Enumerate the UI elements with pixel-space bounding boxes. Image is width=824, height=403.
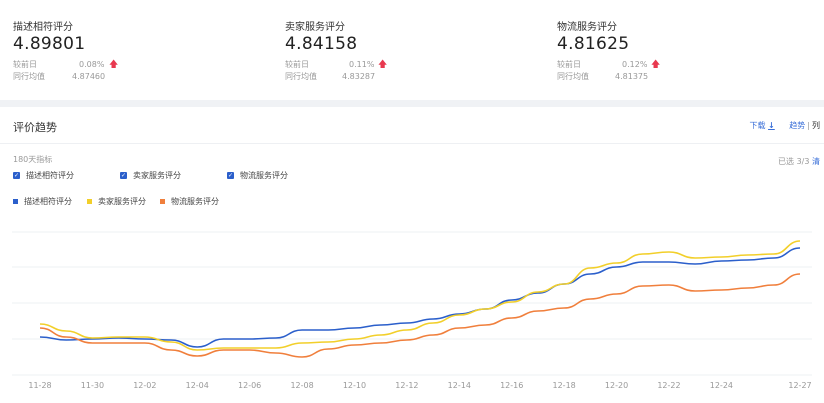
- avg-label: 同行均值: [557, 72, 589, 81]
- selected-text: 已选 3/3: [778, 157, 810, 166]
- metrics-panel: 描述相符评分 4.89801 较前日 0.08% 🡅 同行均值 4.87460 卖家服…: [0, 0, 824, 100]
- trend-line-chart[interactable]: 11-28 11-30 12-02 12-04 12-06 12-08 12-10 12-12…: [0, 120, 824, 403]
- trend-panel: 评价趋势 下载 ↓ 趋势 | 列 180天指标 已选 3/3 清 ✓ 描述相符评分 ✓…: [0, 107, 824, 403]
- series-line: [39, 240, 801, 351]
- compare-value: 0.12%: [622, 60, 648, 69]
- trend-header: 评价趋势 下载 ↓ 趋势 | 列: [0, 107, 824, 144]
- series-line: [39, 273, 801, 358]
- download-button[interactable]: 下载 ↓: [750, 120, 775, 131]
- metric-seller-service: 卖家服务评分 4.84158 较前日 0.11% 🡅 同行均值 4.83287: [285, 18, 435, 83]
- x-tick-label: 11-30: [81, 381, 104, 390]
- compare-value: 0.08%: [79, 60, 105, 69]
- x-tick-label: 12-06: [238, 381, 261, 390]
- view-list-toggle[interactable]: 列: [812, 121, 820, 130]
- clear-button[interactable]: 清: [812, 157, 820, 166]
- x-tick-label: 12-16: [500, 381, 523, 390]
- series-line: [39, 247, 801, 348]
- legend-label: 描述相符评分: [24, 197, 72, 206]
- legend-swatch-icon: [87, 199, 92, 204]
- legend-label: 卖家服务评分: [98, 197, 146, 206]
- x-tick-label: 12-08: [290, 381, 313, 390]
- compare-label: 较前日: [285, 60, 309, 69]
- checkbox-label: 物流服务评分: [240, 171, 288, 180]
- range-label: 180天指标: [13, 155, 53, 164]
- metric-logistics: 物流服务评分 4.81625 较前日 0.12% 🡅 同行均值 4.81375: [557, 18, 707, 83]
- legend-swatch-icon: [160, 199, 165, 204]
- metric-title: 物流服务评分: [557, 22, 617, 33]
- section-title: 评价趋势: [13, 121, 57, 134]
- metric-title: 描述相符评分: [13, 22, 73, 33]
- download-icon: ↓: [768, 121, 775, 130]
- x-tick-label: 11-28: [28, 381, 51, 390]
- x-tick-label: 12-18: [553, 381, 576, 390]
- legend-item-description[interactable]: 描述相符评分: [13, 196, 72, 207]
- avg-value: 4.81375: [615, 72, 649, 81]
- x-tick-label: 12-04: [186, 381, 209, 390]
- metric-value: 4.84158: [285, 34, 358, 54]
- legend-label: 物流服务评分: [171, 197, 219, 206]
- x-tick-label: 12-22: [657, 381, 680, 390]
- compare-label: 较前日: [557, 60, 581, 69]
- checkbox-label: 卖家服务评分: [133, 171, 181, 180]
- view-separator: |: [807, 121, 810, 130]
- checkbox-seller-service[interactable]: ✓ 卖家服务评分: [120, 170, 181, 181]
- checkbox-checked-icon: ✓: [13, 172, 20, 179]
- x-tick-label: 12-12: [395, 381, 418, 390]
- avg-value: 4.87460: [72, 72, 106, 81]
- avg-label: 同行均值: [13, 72, 45, 81]
- x-tick-label: 12-02: [133, 381, 156, 390]
- x-tick-label: 12-27: [788, 381, 811, 390]
- selected-count: 已选 3/3 清: [778, 156, 820, 167]
- checkbox-checked-icon: ✓: [227, 172, 234, 179]
- compare-value: 0.11%: [349, 60, 375, 69]
- avg-value: 4.83287: [342, 72, 376, 81]
- arrow-up-icon: 🡅: [651, 60, 661, 70]
- checkbox-label: 描述相符评分: [26, 171, 74, 180]
- arrow-up-icon: 🡅: [378, 60, 388, 70]
- legend-item-seller-service[interactable]: 卖家服务评分: [87, 196, 146, 207]
- x-tick-label: 12-24: [710, 381, 733, 390]
- metric-value: 4.89801: [13, 34, 86, 54]
- metric-title: 卖家服务评分: [285, 22, 345, 33]
- checkbox-description[interactable]: ✓ 描述相符评分: [13, 170, 74, 181]
- checkbox-checked-icon: ✓: [120, 172, 127, 179]
- compare-label: 较前日: [13, 60, 37, 69]
- metric-value: 4.81625: [557, 34, 630, 54]
- view-trend-toggle[interactable]: 趋势: [789, 121, 806, 130]
- legend-swatch-icon: [13, 199, 18, 204]
- x-tick-label: 12-14: [448, 381, 471, 390]
- avg-label: 同行均值: [285, 72, 317, 81]
- x-tick-label: 12-20: [605, 381, 628, 390]
- x-tick-label: 12-10: [343, 381, 366, 390]
- metric-description: 描述相符评分 4.89801 较前日 0.08% 🡅 同行均值 4.87460: [13, 18, 163, 83]
- legend-item-logistics[interactable]: 物流服务评分: [160, 196, 219, 207]
- header-actions: 下载 ↓ 趋势 | 列: [750, 120, 821, 131]
- download-label: 下载: [749, 121, 766, 130]
- arrow-up-icon: 🡅: [109, 60, 119, 70]
- checkbox-logistics[interactable]: ✓ 物流服务评分: [227, 170, 288, 181]
